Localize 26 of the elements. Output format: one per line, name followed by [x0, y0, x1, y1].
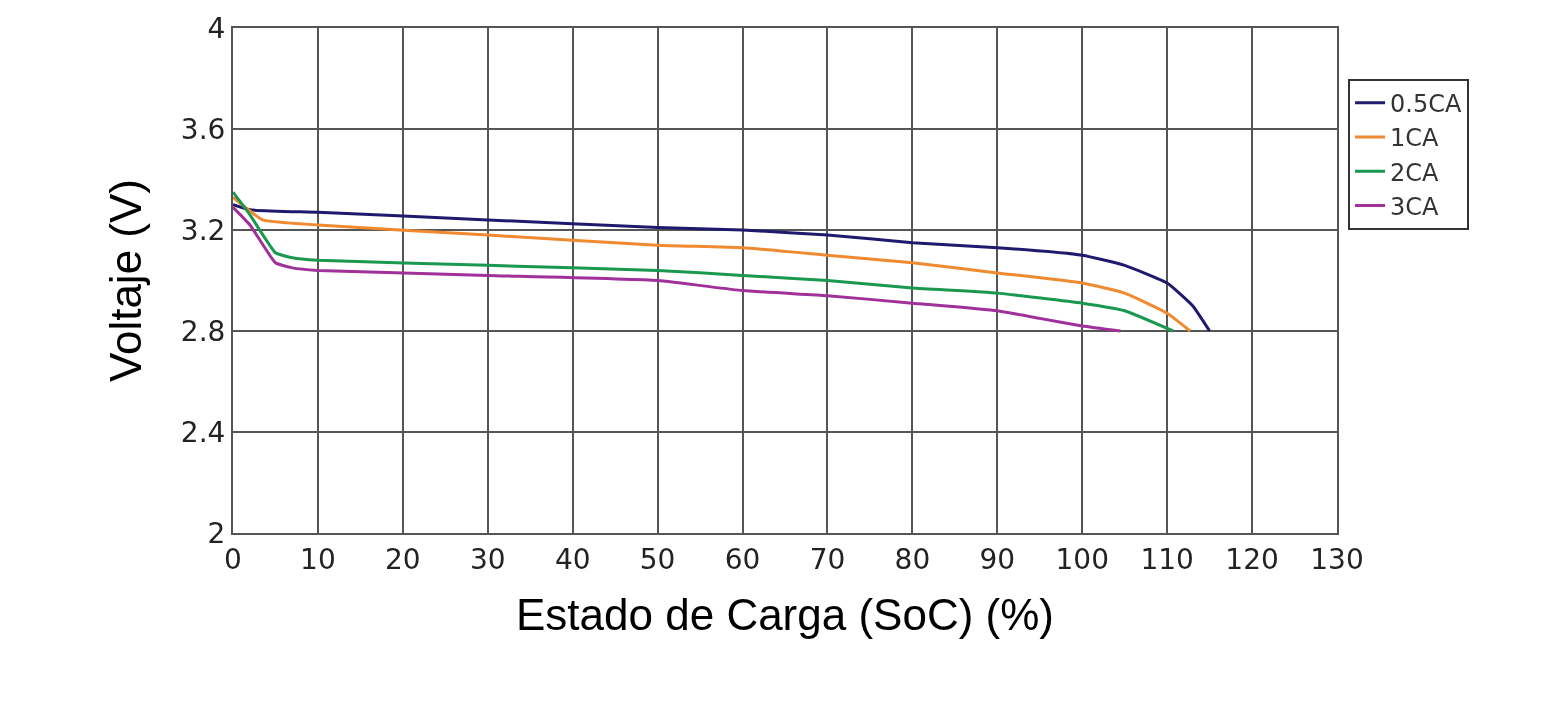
- x-tick-label: 70: [809, 542, 846, 576]
- legend-label: 3CA: [1390, 192, 1440, 221]
- legend-label: 1CA: [1390, 124, 1440, 153]
- x-tick-label: 90: [979, 542, 1016, 576]
- x-tick-label: 110: [1140, 542, 1194, 576]
- x-tick-label: 50: [639, 542, 676, 576]
- x-tick-label: 80: [894, 542, 931, 576]
- legend-label: 2CA: [1390, 158, 1440, 187]
- y-tick-label: 2.4: [180, 415, 226, 449]
- x-tick-label: 120: [1225, 542, 1279, 576]
- x-tick-label: 0: [224, 542, 242, 576]
- y-tick-label: 2: [207, 516, 226, 550]
- x-tick-label: 60: [724, 542, 761, 576]
- y-tick-label: 2.8: [180, 314, 226, 348]
- x-tick-label: 40: [554, 542, 591, 576]
- x-tick-label: 100: [1055, 542, 1109, 576]
- x-axis-title: Estado de Carga (SoC) (%): [516, 590, 1054, 640]
- x-tick-label: 130: [1310, 542, 1364, 576]
- x-tick-label: 10: [300, 542, 336, 576]
- y-tick-label: 3.6: [180, 112, 226, 146]
- x-tick-label: 20: [385, 542, 421, 576]
- y-tick-label: 4: [207, 11, 226, 45]
- legend-label: 0.5CA: [1390, 90, 1462, 119]
- y-tick-label: 3.2: [180, 213, 226, 247]
- x-tick-label: 30: [469, 542, 506, 576]
- y-axis-title: Voltaje (V): [101, 179, 151, 382]
